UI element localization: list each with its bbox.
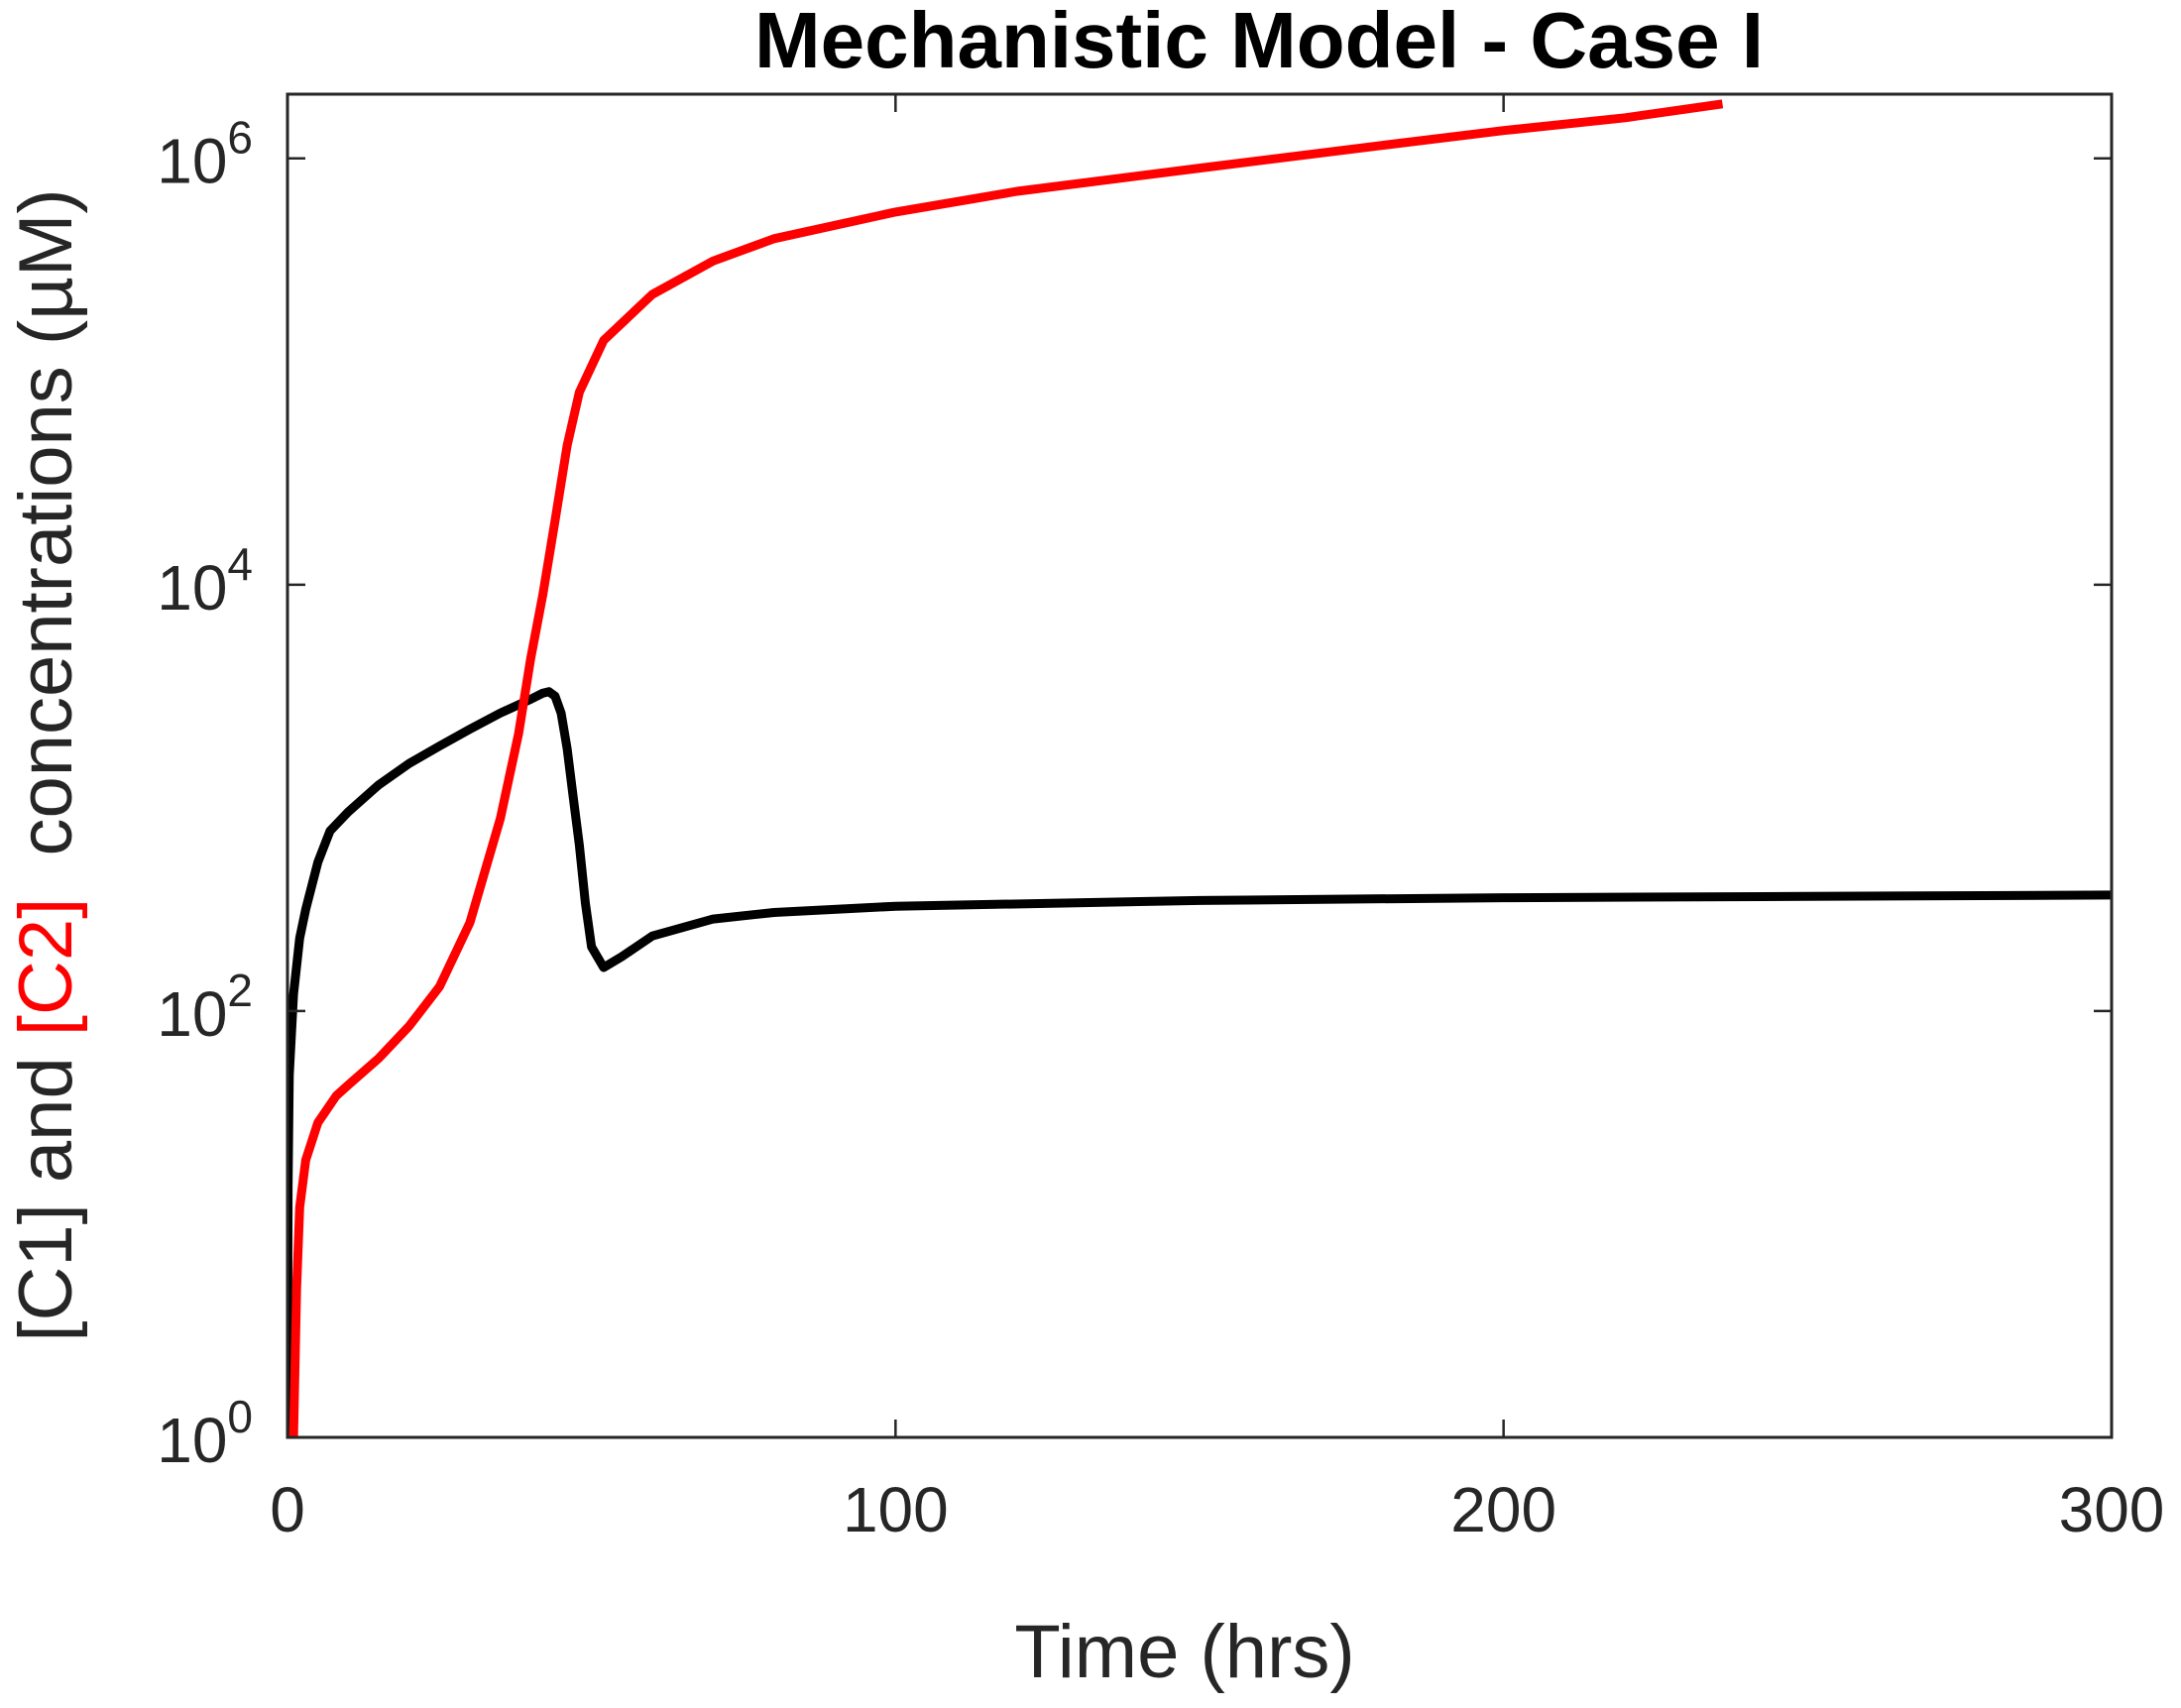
y-axis-label-part-1: [C1] <box>4 1203 88 1341</box>
y-tick-label: 104 <box>157 538 253 624</box>
y-axis-label: [C1] and [C2] concentrations (µM) <box>4 188 88 1341</box>
x-tick-label: 100 <box>843 1474 949 1545</box>
series-line-1 <box>287 687 2112 1437</box>
series-line-2 <box>288 99 1724 1437</box>
x-tick-label: 300 <box>2059 1474 2165 1545</box>
y-tick-label: 106 <box>157 112 253 197</box>
chart-title: Mechanistic Model - Case I <box>754 0 1764 84</box>
y-tick-label: 100 <box>157 1391 253 1476</box>
x-tick-label: 0 <box>270 1474 305 1545</box>
x-axis-label: Time (hrs) <box>1014 1610 1354 1694</box>
x-tick-label: 200 <box>1450 1474 1556 1545</box>
y-axis-label-part-4: concentrations (µM) <box>4 188 88 897</box>
y-axis-label-part-2: and <box>4 1036 88 1203</box>
plot-frame <box>286 92 2114 1439</box>
y-axis-label-part-3: [C2] <box>4 898 88 1036</box>
y-tick-label: 102 <box>157 965 253 1050</box>
